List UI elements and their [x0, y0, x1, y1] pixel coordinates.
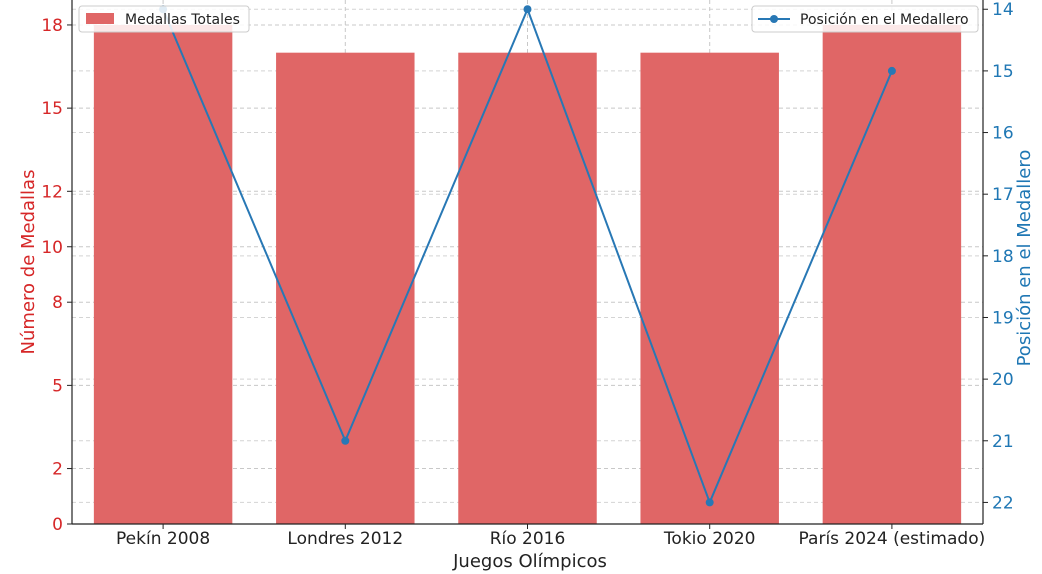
y-axis-title: Número de Medallas — [18, 170, 39, 355]
legend-line-marker — [770, 15, 778, 23]
legend-line: Posición en el Medallero — [751, 5, 979, 33]
x-tick-label: París 2024 (estimado) — [799, 529, 986, 549]
y2-tick-label: 17 — [992, 185, 1014, 205]
legend-bars: Medallas Totales — [78, 5, 250, 33]
y2-tick-label: 14 — [992, 0, 1014, 20]
legend-line-label: Posición en el Medallero — [800, 12, 969, 28]
y2-tick-label: 20 — [992, 370, 1014, 390]
bar — [93, 24, 233, 524]
bar — [640, 52, 779, 525]
legend-bars-box — [78, 5, 250, 33]
y-tick-label: 5 — [52, 376, 63, 396]
y-tick-label: 10 — [41, 238, 63, 258]
x-tick-label: Río 2016 — [490, 529, 566, 549]
y2-tick-label: 19 — [992, 308, 1014, 328]
legend-line-box — [751, 5, 979, 33]
y2-tick-label: 21 — [992, 432, 1014, 452]
x-tick-label: Tokio 2020 — [663, 529, 756, 549]
y2-tick-label: 15 — [992, 62, 1014, 82]
position-point — [705, 498, 714, 507]
y-tick-label: 0 — [52, 515, 63, 535]
position-point — [341, 436, 350, 445]
y-tick-label: 8 — [52, 293, 63, 313]
y-tick-label: 18 — [41, 16, 63, 36]
legend-bars-swatch — [86, 13, 114, 24]
position-point — [887, 66, 896, 75]
y2-tick-label: 22 — [992, 493, 1014, 513]
legend-bars-label: Medallas Totales — [125, 12, 240, 28]
bar — [458, 52, 597, 525]
y-tick-labels: 0 2 5 8 10 12 15 18 — [41, 16, 63, 535]
position-point — [523, 5, 532, 14]
x-tick-label: Londres 2012 — [287, 529, 403, 549]
y2-axis-title: Posición en el Medallero — [1014, 150, 1035, 367]
x-tick-label: Pekín 2008 — [116, 529, 210, 549]
axes — [67, 0, 988, 529]
y2-tick-labels: 14 15 16 17 18 19 20 21 22 — [992, 0, 1014, 513]
bar — [822, 24, 962, 524]
y2-tick-label: 16 — [992, 124, 1014, 144]
y2-tick-label: 18 — [992, 247, 1014, 267]
x-tick-labels: Pekín 2008 Londres 2012 Río 2016 Tokio 2020… — [116, 529, 985, 549]
x-axis-title: Juegos Olímpicos — [452, 551, 607, 572]
bar — [276, 52, 415, 525]
y-tick-label: 2 — [52, 460, 63, 480]
bars — [93, 24, 962, 525]
y-tick-label: 12 — [41, 182, 63, 202]
y-tick-label: 15 — [41, 99, 63, 119]
